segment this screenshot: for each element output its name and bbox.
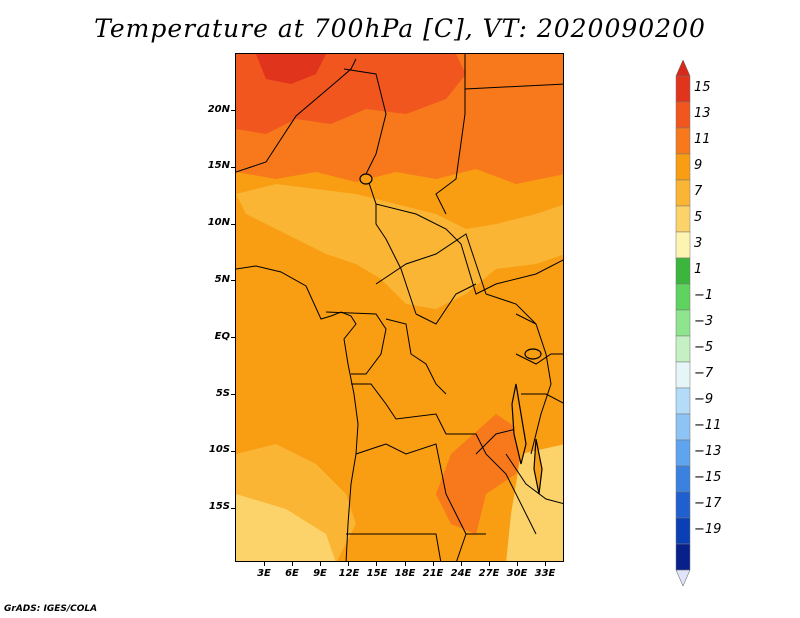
map-canvas — [236, 54, 563, 561]
y-tick-mark — [231, 110, 235, 111]
northeast-band — [465, 54, 563, 94]
y-tick-mark — [231, 223, 235, 225]
colorbar-label: 11 — [694, 132, 711, 147]
colorbar-label: −9 — [694, 392, 714, 407]
colorbar-label: −17 — [694, 496, 722, 511]
x-tick-mark — [264, 562, 265, 566]
country-borders — [236, 54, 563, 561]
colorbar-label: −13 — [694, 444, 722, 459]
colorbar-label: 7 — [694, 184, 703, 199]
colorbar-segment — [675, 231, 691, 259]
colorbar-segment — [675, 179, 691, 207]
x-tick-mark — [488, 562, 490, 566]
colorbar-label: 15 — [694, 80, 711, 95]
colorbar-label: −7 — [694, 366, 714, 381]
y-tick-mark — [231, 394, 235, 395]
colorbar-label: 1 — [694, 262, 703, 277]
x-tick-mark — [348, 562, 350, 566]
colorbar-label: −1 — [694, 288, 714, 303]
chart-title: Temperature at 700hPa [C], VT: 202009020… — [94, 14, 706, 43]
colorbar-label: 9 — [694, 158, 703, 173]
x-tick-label: 30E — [506, 568, 528, 579]
y-tick-label: 15N — [207, 160, 230, 171]
colorbar-label: −19 — [694, 522, 722, 537]
colorbar-segment — [675, 101, 691, 129]
north-hottest-patch — [256, 54, 326, 84]
x-tick-label: 24E — [450, 568, 472, 579]
colorbar-segment — [675, 257, 691, 285]
colorbar-segment — [675, 205, 691, 233]
x-tick-mark — [320, 562, 322, 566]
x-tick-label: 27E — [478, 568, 500, 579]
x-tick-label: 9E — [313, 568, 327, 579]
lakes — [359, 173, 543, 495]
temperature-map — [235, 53, 564, 562]
colorbar-segment — [675, 75, 691, 103]
colorbar-segment — [675, 283, 691, 311]
y-tick-label: 5N — [214, 274, 230, 285]
colorbar-top-arrow — [675, 60, 691, 77]
colorbar-segment — [675, 413, 691, 441]
x-tick-label: 12E — [338, 568, 360, 579]
x-tick-mark — [376, 562, 378, 566]
y-tick-mark — [231, 280, 235, 282]
southwest-cool-zone — [236, 494, 336, 561]
colorbar-label: 3 — [694, 236, 703, 251]
x-tick-label: 3E — [257, 568, 271, 579]
x-tick-mark — [460, 562, 462, 566]
credit-text: GrADS: IGES/COLA — [4, 604, 98, 614]
atlantic-coastline — [236, 265, 359, 561]
colorbar-segment — [675, 153, 691, 181]
x-tick-label: 6E — [285, 568, 299, 579]
y-tick-label: EQ — [214, 331, 230, 342]
x-tick-label: 33E — [534, 568, 556, 579]
colorbar-label: −3 — [694, 314, 714, 329]
y-tick-mark — [231, 507, 235, 509]
x-tick-label: 18E — [394, 568, 416, 579]
central-mild-band — [236, 184, 563, 309]
colorbar-label: 13 — [694, 106, 711, 121]
colorbar-segment — [675, 387, 691, 415]
x-tick-label: 21E — [422, 568, 444, 579]
southeast-cool-zone — [506, 444, 563, 561]
x-tick-mark — [432, 562, 434, 566]
y-tick-label: 5S — [215, 388, 230, 399]
x-tick-mark — [292, 562, 294, 566]
y-tick-label: 10N — [207, 217, 230, 228]
y-tick-mark — [231, 166, 235, 168]
colorbar-segment — [675, 465, 691, 493]
colorbar-segment — [675, 517, 691, 545]
colorbar-label: −5 — [694, 340, 714, 355]
y-tick-label: 10S — [208, 444, 230, 455]
colorbar — [675, 60, 691, 587]
y-tick-mark — [231, 450, 235, 452]
x-tick-mark — [404, 562, 406, 566]
colorbar-segment — [675, 361, 691, 389]
colorbar-label: −11 — [694, 418, 722, 433]
colorbar-label: −15 — [694, 470, 722, 485]
x-tick-mark — [516, 562, 518, 566]
colorbar-label: 5 — [694, 210, 703, 225]
colorbar-segment — [675, 309, 691, 337]
colorbar-segment — [675, 439, 691, 467]
colorbar-segment — [675, 491, 691, 519]
southeast-warm-patch — [436, 414, 526, 534]
colorbar-segment — [675, 127, 691, 155]
x-tick-label: 15E — [366, 568, 388, 579]
colorbar-bottom-arrow — [675, 569, 691, 587]
colorbar-segment — [675, 543, 691, 571]
colorbar-segment — [675, 335, 691, 363]
y-tick-label: 15S — [208, 501, 230, 512]
x-tick-mark — [545, 562, 546, 566]
y-tick-label: 20N — [207, 104, 230, 115]
y-tick-mark — [231, 337, 235, 339]
